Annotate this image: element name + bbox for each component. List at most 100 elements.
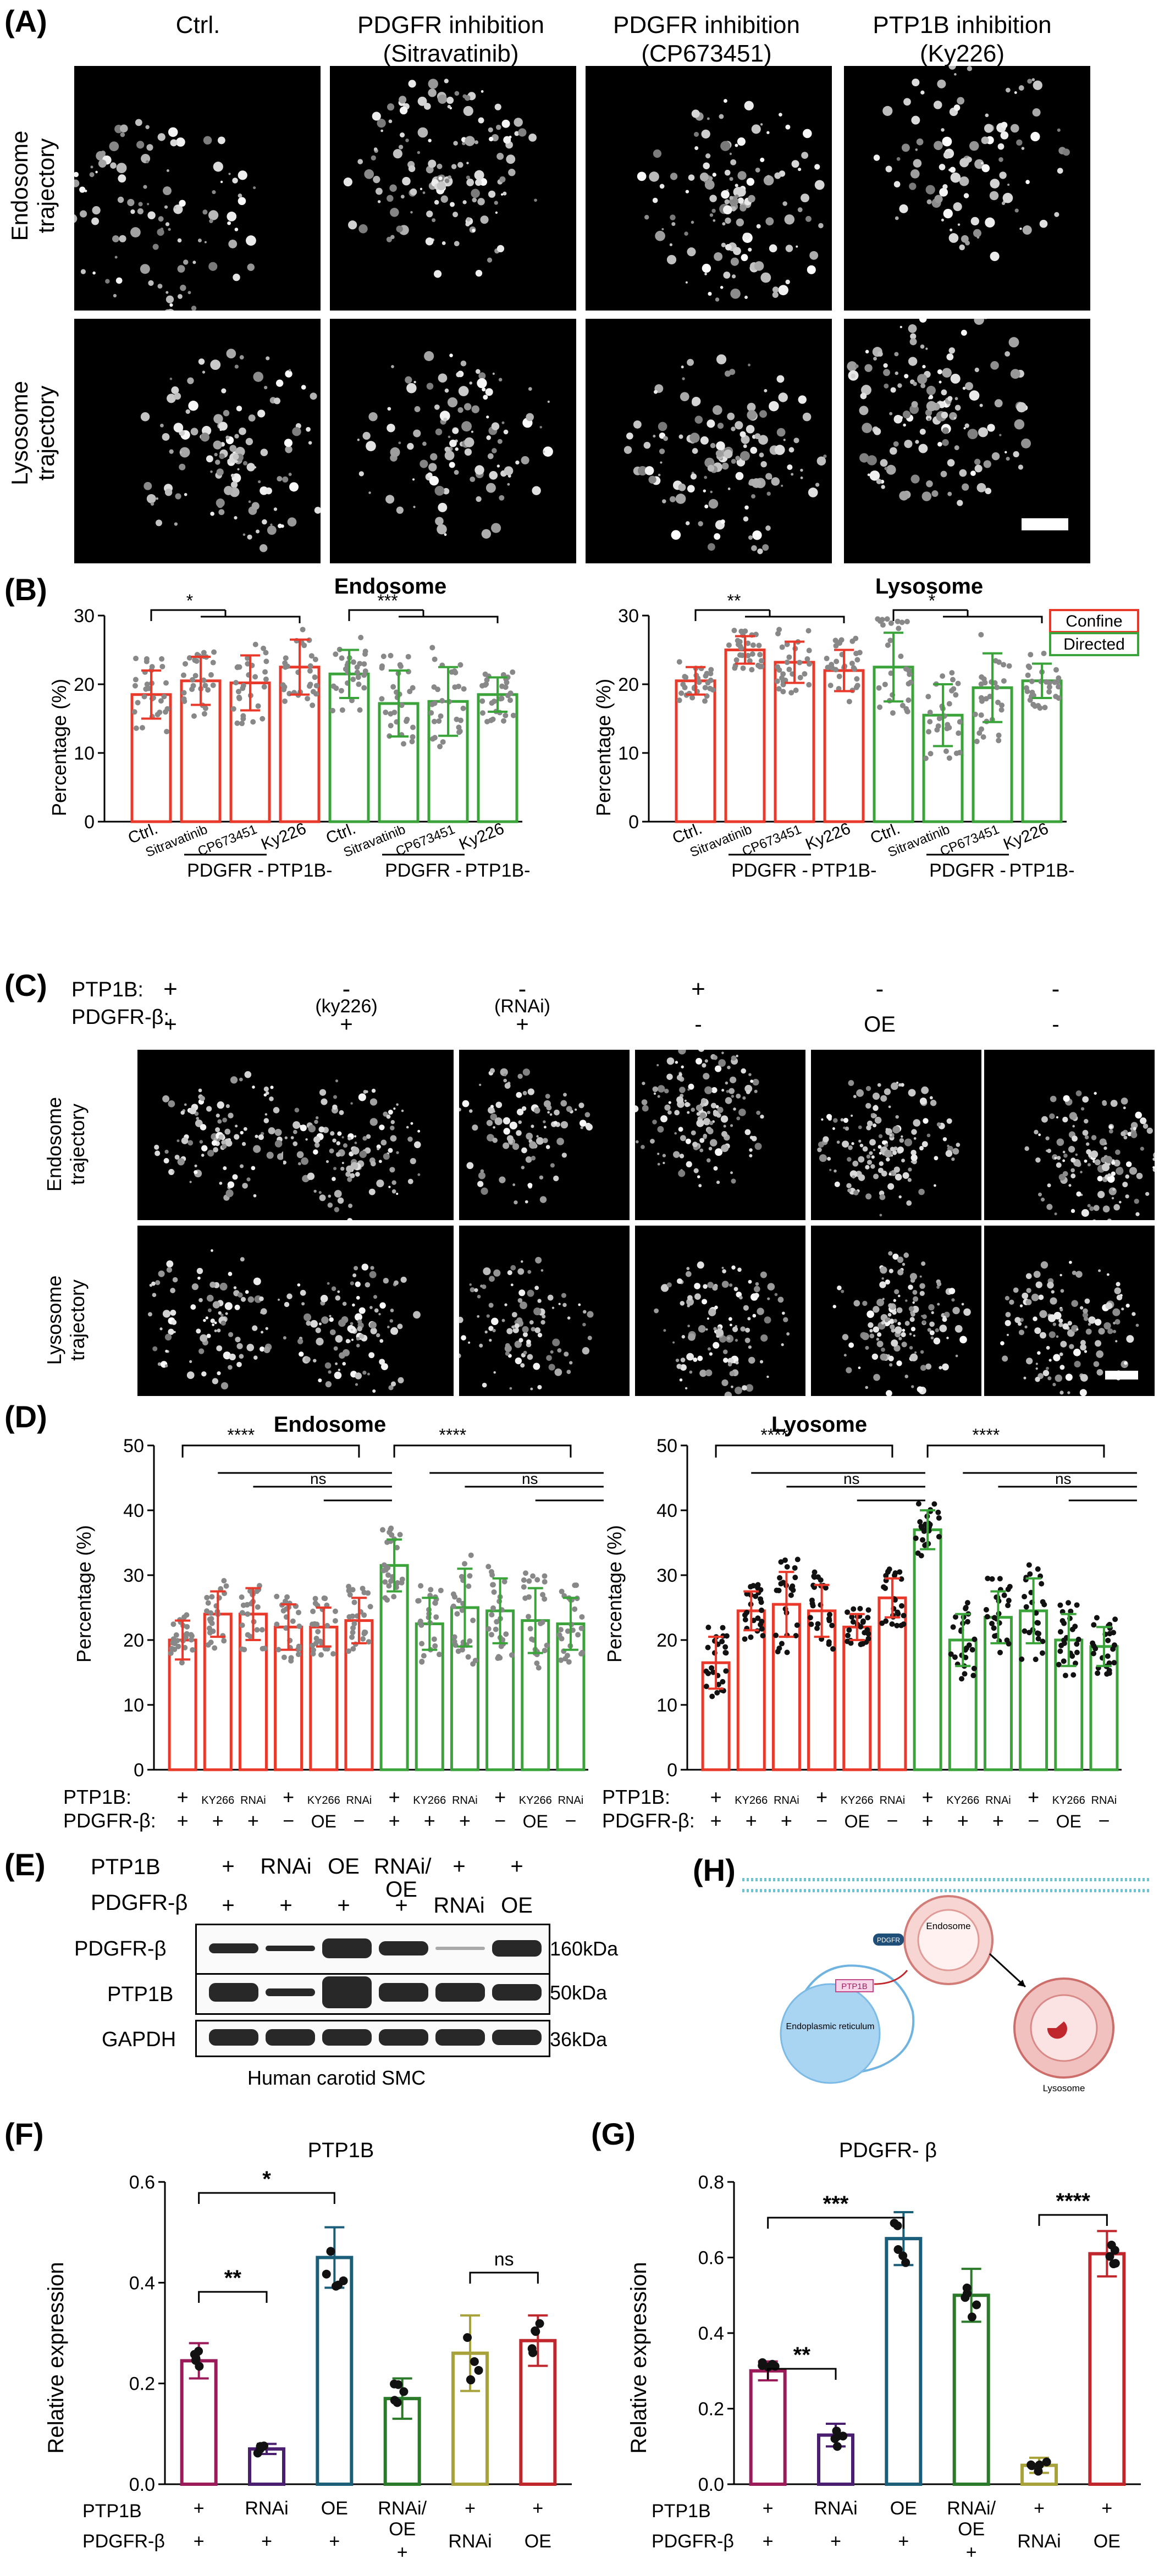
particle bbox=[784, 214, 795, 225]
particle bbox=[388, 119, 393, 124]
particle bbox=[512, 1183, 516, 1187]
ptp1b-condition: RNAi bbox=[346, 1794, 372, 1807]
data-point bbox=[702, 698, 708, 704]
data-point bbox=[317, 1638, 323, 1644]
particle bbox=[712, 1285, 718, 1291]
data-point bbox=[995, 700, 1001, 706]
particle bbox=[435, 428, 443, 436]
data-point bbox=[1056, 695, 1062, 701]
particle bbox=[283, 1336, 286, 1340]
data-point bbox=[383, 710, 389, 716]
particle bbox=[201, 1145, 208, 1151]
particle bbox=[866, 1125, 871, 1131]
particle bbox=[1040, 1198, 1045, 1202]
panel-label-g: (G) bbox=[591, 2117, 636, 2151]
particle bbox=[536, 1135, 539, 1138]
particle bbox=[116, 163, 127, 174]
particle bbox=[666, 1282, 672, 1288]
particle bbox=[868, 1322, 874, 1328]
particle bbox=[707, 1128, 714, 1134]
particle bbox=[674, 1110, 680, 1116]
particle bbox=[169, 303, 173, 307]
particle bbox=[1062, 1323, 1069, 1330]
pdgfr-condition: + bbox=[177, 1809, 189, 1832]
data-point bbox=[720, 1678, 726, 1685]
particle bbox=[230, 473, 235, 478]
condition-rows: + KY266 RNAi + KY266 RNAi + KY266 RNAi + KY266 RNAi… bbox=[177, 1786, 1117, 1832]
particle bbox=[246, 463, 255, 472]
y-tick-label: 0 bbox=[667, 1760, 677, 1781]
ptp1b-row-label: PTP1B bbox=[82, 2501, 142, 2522]
particle bbox=[1084, 1298, 1090, 1304]
y-axis-label: Percentage (%) bbox=[592, 679, 615, 816]
particle bbox=[489, 136, 494, 142]
particle bbox=[79, 186, 86, 193]
particle bbox=[301, 1157, 308, 1165]
particle bbox=[1079, 1389, 1087, 1396]
particle bbox=[926, 1133, 931, 1138]
particle bbox=[953, 417, 957, 420]
particle bbox=[917, 374, 928, 384]
particle bbox=[920, 1365, 926, 1371]
particle bbox=[1060, 1340, 1067, 1348]
particle bbox=[942, 1363, 949, 1371]
particle bbox=[974, 319, 984, 325]
data-point bbox=[865, 1615, 871, 1621]
blot-band bbox=[209, 1943, 258, 1953]
y-tick-label: 0.6 bbox=[698, 2248, 724, 2269]
particle bbox=[731, 1385, 733, 1388]
particle bbox=[355, 1172, 360, 1177]
micrograph-lysosome-ky226 bbox=[844, 319, 1090, 563]
data-point bbox=[315, 1628, 321, 1635]
data-point bbox=[164, 729, 170, 735]
particle bbox=[1130, 1122, 1138, 1129]
particle bbox=[417, 1173, 421, 1176]
particle bbox=[290, 1136, 294, 1139]
data-point bbox=[239, 1622, 245, 1628]
band-label-gapdh: GAPDH bbox=[102, 2028, 176, 2051]
particle bbox=[521, 456, 529, 464]
data-point bbox=[901, 2258, 910, 2267]
particle bbox=[263, 1346, 271, 1354]
particle bbox=[432, 218, 436, 223]
particle bbox=[489, 471, 498, 480]
particle bbox=[152, 1293, 157, 1298]
particle bbox=[506, 1328, 513, 1334]
micrograph-c-lysosome-6 bbox=[984, 1226, 1155, 1396]
particle bbox=[743, 516, 749, 522]
particle bbox=[201, 1371, 207, 1377]
particle bbox=[947, 396, 953, 401]
data-point bbox=[1066, 1600, 1072, 1606]
particle bbox=[891, 1339, 898, 1347]
particle bbox=[214, 452, 218, 457]
particle bbox=[798, 395, 807, 404]
particle bbox=[194, 1164, 197, 1167]
pdgfr-row-label: PDGFR-β bbox=[652, 2531, 734, 2552]
particle bbox=[1071, 1325, 1079, 1332]
particle bbox=[1033, 1271, 1041, 1278]
particle bbox=[908, 1284, 913, 1290]
particle bbox=[904, 374, 909, 379]
particle bbox=[1014, 91, 1017, 94]
particle bbox=[504, 466, 514, 475]
data-point bbox=[784, 1649, 790, 1655]
particle bbox=[405, 139, 409, 142]
particle bbox=[437, 181, 446, 191]
data-point bbox=[535, 2319, 544, 2328]
data-point bbox=[784, 641, 790, 647]
data-point bbox=[889, 1621, 895, 1627]
particle bbox=[1057, 168, 1063, 174]
band-size-160: 160kDa bbox=[550, 1937, 619, 1960]
particle bbox=[463, 106, 473, 117]
particle bbox=[851, 373, 856, 379]
speckle bbox=[283, 1079, 421, 1220]
data-point bbox=[284, 1594, 290, 1600]
particle bbox=[836, 1140, 840, 1144]
particle bbox=[390, 1327, 399, 1335]
particle bbox=[518, 1338, 523, 1343]
particle bbox=[752, 530, 762, 540]
particle bbox=[871, 1353, 879, 1360]
particle bbox=[286, 1293, 292, 1299]
ptp1b-condition: RNAi bbox=[240, 1794, 266, 1807]
particle bbox=[774, 445, 785, 455]
